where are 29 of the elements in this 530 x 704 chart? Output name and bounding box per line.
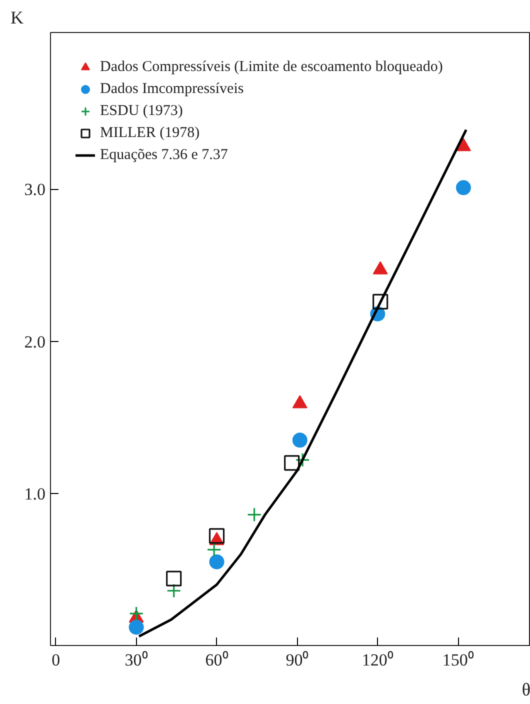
- x-tick-label: 30⁰: [124, 650, 148, 670]
- legend-label: ESDU (1973): [100, 102, 183, 120]
- point: [372, 294, 388, 310]
- x-tick-label: 0: [52, 650, 60, 670]
- x-tick-label: 60⁰: [205, 650, 228, 670]
- y-tick-label: 3.0: [24, 180, 46, 200]
- x-tick-label: 90⁰: [286, 650, 309, 670]
- point: [128, 620, 144, 635]
- y-tick-label: 1.0: [24, 484, 46, 504]
- x-tick-label: 150⁰: [442, 650, 474, 670]
- legend-label: Dados Compressíveis (Limite de escoamento bloqueado): [100, 58, 443, 76]
- point: [166, 583, 182, 598]
- point: [166, 570, 182, 586]
- point: [284, 455, 300, 471]
- point: [209, 554, 224, 570]
- legend-label: Equações 7.36 e 7.37: [100, 146, 228, 164]
- y-axis-title: K: [10, 8, 24, 28]
- point: [456, 180, 471, 196]
- point: [292, 432, 308, 448]
- legend-label: Dados Imcompressíveis: [100, 80, 244, 98]
- point: [129, 606, 144, 621]
- point: [206, 542, 222, 557]
- x-tick-label: 120⁰: [362, 650, 394, 670]
- legend-label: MILLER (1978): [100, 124, 200, 142]
- point: [208, 528, 225, 544]
- point: [247, 507, 262, 522]
- point: [295, 452, 310, 468]
- x-axis-title: θ: [522, 680, 530, 700]
- y-tick-label: 2.0: [24, 332, 46, 352]
